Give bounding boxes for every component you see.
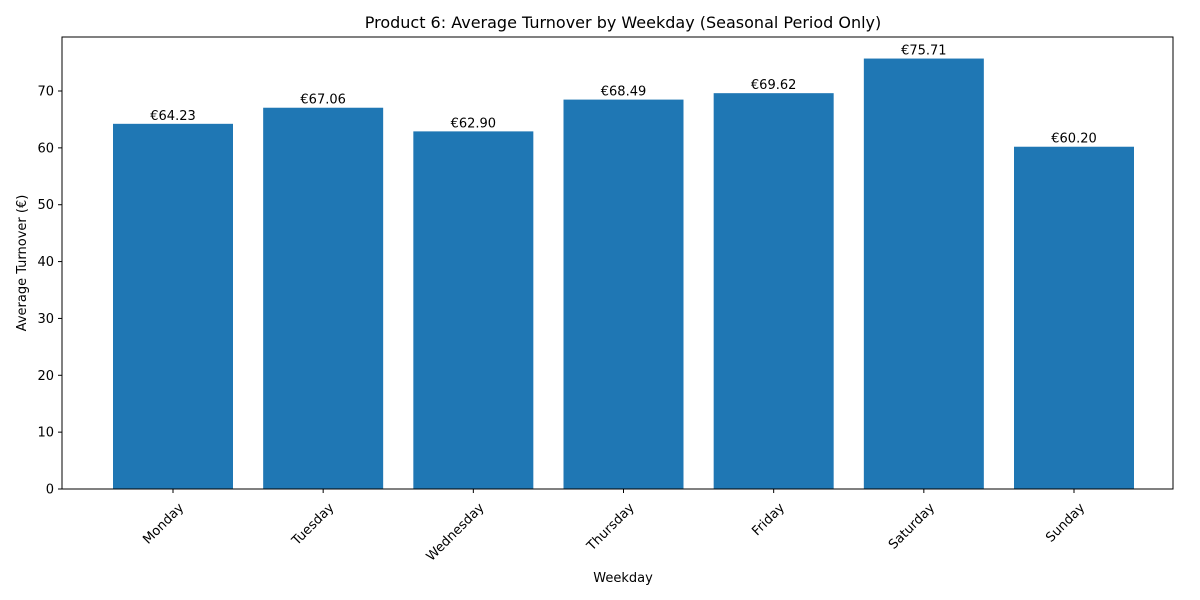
bar-tuesday <box>263 107 384 489</box>
y-tick-label: 0 <box>46 483 54 498</box>
y-tick-label: 70 <box>37 85 54 100</box>
x-tick-label-monday: Monday <box>140 500 187 547</box>
x-axis-ticks: Monday Tuesday Wednesday Thursday Friday Satu… <box>140 489 1088 564</box>
data-label-monday: €64.23 <box>150 109 196 124</box>
bar-monday <box>113 123 233 489</box>
data-label-saturday: €75.71 <box>901 44 947 59</box>
bar-sunday <box>1014 146 1134 489</box>
x-tick-label-wednesday: Wednesday <box>424 500 488 564</box>
data-label-thursday: €68.49 <box>601 85 647 100</box>
data-label-friday: €69.62 <box>751 78 797 93</box>
data-label-sunday: €60.20 <box>1051 132 1097 147</box>
x-axis-label: Weekday <box>593 571 653 586</box>
bar-saturday <box>863 58 984 489</box>
x-tick-label-friday: Friday <box>749 500 788 539</box>
chart-title: Product 6: Average Turnover by Weekday (… <box>365 13 882 32</box>
y-tick-label: 50 <box>37 198 54 213</box>
y-tick-label: 60 <box>37 141 54 156</box>
y-tick-label: 30 <box>37 312 54 327</box>
y-tick-label: 20 <box>37 369 54 384</box>
x-tick-label-sunday: Sunday <box>1043 500 1088 545</box>
data-labels-group: €64.23 €67.06 €62.90 €68.49 €69.62 €75.71 €60.… <box>150 44 1097 147</box>
bar-wednesday <box>413 131 534 489</box>
bars-group <box>113 58 1134 490</box>
data-label-tuesday: €67.06 <box>300 93 346 108</box>
x-tick-label-tuesday: Tuesday <box>289 500 338 549</box>
x-tick-label-saturday: Saturday <box>886 500 938 552</box>
bar-thursday <box>563 99 684 490</box>
y-tick-label: 10 <box>37 426 54 441</box>
plot-frame <box>61 36 1174 490</box>
x-tick-label-thursday: Thursday <box>584 500 638 554</box>
y-tick-label: 40 <box>37 255 54 270</box>
bar-friday <box>713 93 834 489</box>
data-label-wednesday: €62.90 <box>451 116 497 131</box>
y-axis-label: Average Turnover (€) <box>15 195 30 332</box>
y-axis-ticks: 0 10 20 30 40 50 60 70 <box>37 85 62 498</box>
